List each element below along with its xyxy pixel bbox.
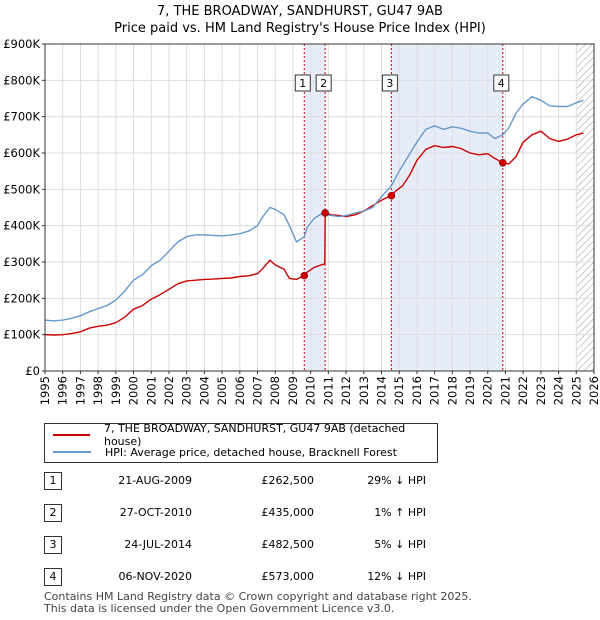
sale-price: £435,000	[261, 506, 315, 519]
sale-number-badge: 1	[44, 472, 62, 490]
plot-frame	[44, 43, 595, 372]
sale-number-badge: 3	[44, 536, 62, 554]
sale-row: 4 06-NOV-2020 £573,000 12% ↓ HPI	[44, 568, 464, 588]
legend-label-price: 7, THE BROADWAY, SANDHURST, GU47 9AB (de…	[103, 422, 406, 448]
x-tick-label: 1999	[109, 376, 123, 405]
x-tick-label: 2014	[374, 376, 388, 405]
sale-marker-box	[294, 74, 311, 92]
x-tick-label: 2012	[339, 376, 353, 405]
x-tick-label: 1995	[38, 376, 52, 405]
x-tick-label: 2013	[357, 376, 371, 405]
x-tick-label: 2018	[445, 376, 459, 405]
hpi-line	[44, 95, 584, 322]
sale-date: 21-AUG-2009	[118, 474, 192, 487]
shaded-period	[391, 44, 503, 371]
sale-marker-box	[381, 74, 398, 92]
sale-point	[387, 191, 396, 200]
x-tick-label: 2019	[463, 376, 477, 405]
sale-marker-label: 3	[386, 77, 393, 90]
chart-subtitle: Price paid vs. HM Land Registry's House …	[114, 21, 486, 36]
sale-price: £573,000	[261, 570, 315, 583]
legend-item-price: 7, THE BROADWAY, SANDHURST, GU47 9AB (de…	[53, 422, 437, 448]
x-tick-label: 2001	[144, 376, 158, 405]
x-tick-label: 2025	[569, 376, 583, 405]
legend-label-hpi: HPI: Average price, detached house, Brac…	[105, 445, 397, 459]
legend-item-hpi: HPI: Average price, detached house, Brac…	[53, 444, 397, 460]
sale-hpi-diff: 1% ↑ HPI	[374, 506, 426, 519]
sale-number-badge: 4	[44, 568, 62, 586]
y-tick-label: £500K	[3, 182, 40, 196]
x-tick-label: 1996	[56, 376, 70, 405]
sale-row: 2 27-OCT-2010 £435,000 1% ↑ HPI	[44, 504, 464, 524]
legend-swatch-price	[53, 434, 90, 436]
x-tick-label: 2015	[392, 376, 406, 405]
x-tick-label: 2020	[481, 376, 495, 405]
sale-number-badge: 2	[44, 504, 62, 522]
y-tick-label: £400K	[3, 219, 40, 233]
x-tick-label: 2002	[162, 376, 176, 405]
x-tick-label: 2016	[410, 376, 424, 405]
price-line	[44, 130, 584, 336]
sale-point	[498, 159, 507, 167]
sale-point	[300, 271, 309, 280]
y-tick-label: £200K	[3, 291, 40, 305]
x-tick-label: 2011	[321, 376, 335, 405]
y-tick-label: £900K	[3, 37, 40, 51]
attribution-line-1: Contains HM Land Registry data © Crown c…	[44, 590, 472, 603]
sale-price: £482,500	[261, 538, 315, 551]
sale-marker-label: 4	[498, 77, 505, 90]
x-tick-label: 2004	[197, 376, 211, 405]
price-chart: 1 2 3 4 £0 £100K £200K £300K £400K £500K £600K £70…	[3, 37, 600, 405]
sale-date: 27-OCT-2010	[119, 506, 192, 519]
x-tick-label: 2024	[552, 376, 566, 405]
sale-marker-label: 2	[320, 77, 327, 90]
y-tick-label: £700K	[3, 110, 40, 124]
x-tick-label: 2008	[268, 376, 282, 405]
x-tick-label: 2021	[498, 376, 512, 405]
legend-swatch-hpi	[53, 451, 91, 453]
x-tick-label: 2009	[286, 376, 300, 405]
x-tick-label: 2023	[534, 376, 548, 405]
y-tick-label: £300K	[3, 255, 40, 269]
hatched-region	[576, 44, 594, 371]
attribution: Contains HM Land Registry data © Crown c…	[44, 591, 472, 615]
sale-hpi-diff: 5% ↓ HPI	[374, 538, 426, 551]
x-tick-label: 2007	[251, 376, 265, 405]
sale-marker-box	[493, 74, 510, 92]
y-tick-label: £800K	[3, 73, 40, 87]
sale-hpi-diff: 12% ↓ HPI	[367, 570, 426, 583]
sale-marker-box	[315, 74, 332, 92]
sale-date: 24-JUL-2014	[124, 538, 192, 551]
sale-row: 3 24-JUL-2014 £482,500 5% ↓ HPI	[44, 536, 464, 556]
x-tick-label: 2026	[587, 376, 600, 405]
y-tick-label: £100K	[3, 328, 40, 342]
sale-row: 1 21-AUG-2009 £262,500 29% ↓ HPI	[44, 472, 464, 492]
y-tick-label: £600K	[3, 146, 40, 160]
x-tick-label: 2022	[516, 376, 530, 405]
x-tick-label: 2005	[215, 376, 229, 405]
sale-price: £262,500	[261, 474, 315, 487]
y-tick-label: £0	[25, 364, 40, 378]
sale-point	[321, 209, 329, 217]
x-tick-label: 2006	[233, 376, 247, 405]
sale-hpi-diff: 29% ↓ HPI	[367, 474, 426, 487]
chart-title: 7, THE BROADWAY, SANDHURST, GU47 9AB	[157, 4, 443, 19]
attribution-line-2: This data is licensed under the Open Gov…	[44, 602, 395, 615]
x-tick-label: 1998	[91, 376, 105, 405]
x-tick-label: 1997	[73, 376, 87, 405]
x-tick-label: 2010	[304, 376, 318, 405]
x-tick-label: 2003	[180, 376, 194, 405]
chart-legend: 7, THE BROADWAY, SANDHURST, GU47 9AB (de…	[44, 422, 438, 463]
shaded-period	[304, 44, 326, 371]
x-tick-label: 2000	[127, 376, 141, 405]
sale-date: 06-NOV-2020	[118, 570, 192, 583]
x-tick-label: 2017	[428, 376, 442, 405]
sale-marker-label: 1	[299, 77, 306, 90]
